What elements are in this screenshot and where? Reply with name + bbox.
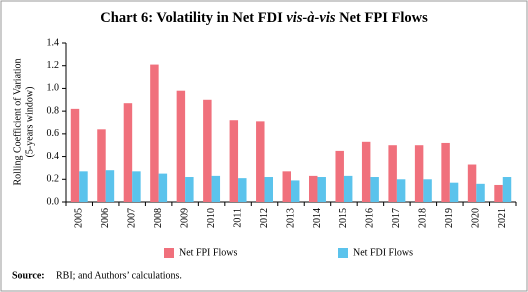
x-tick-label: 2018 (418, 208, 429, 228)
x-tick-label: 2011 (232, 208, 243, 228)
bar (309, 175, 318, 202)
legend-label: Net FPI Flows (179, 247, 237, 258)
x-tick-label: 2006 (100, 208, 111, 228)
x-tick-label: 2010 (206, 208, 217, 228)
bar (123, 103, 133, 202)
bar (79, 171, 88, 202)
source-label: Source: (12, 270, 45, 281)
bar (105, 170, 115, 202)
title-part: Net FPI Flows (336, 10, 429, 26)
y-axis-label: (5-years window) (24, 87, 35, 158)
y-tick-label: 0.4 (47, 151, 60, 162)
x-tick-label: 2005 (74, 208, 85, 228)
x-tick-label: 2015 (338, 208, 349, 228)
bar (476, 183, 485, 202)
x-tick-label: 2020 (471, 208, 482, 228)
x-tick-label: 2008 (153, 208, 164, 228)
bar (414, 145, 424, 202)
chart-title: Chart 6: Volatility in Net FDI vis-à-vis… (100, 10, 428, 26)
bar (423, 179, 432, 202)
bar (291, 180, 300, 202)
title-part: Chart 6: Volatility in Net FDI (100, 10, 286, 26)
x-tick-label: 2012 (259, 208, 270, 228)
bar (343, 175, 353, 202)
bar (502, 177, 512, 202)
bar (97, 129, 106, 202)
bar (264, 177, 273, 202)
y-tick-label: 1.2 (47, 60, 60, 71)
bar (317, 177, 326, 202)
bar (158, 173, 168, 202)
title-part: vis-à-vis (286, 10, 335, 26)
legend-swatch (164, 248, 174, 258)
bar (150, 64, 159, 202)
y-tick-label: 0.2 (47, 174, 60, 185)
x-tick-label: 2016 (365, 208, 376, 228)
x-tick-label: 2007 (126, 208, 137, 228)
bar (494, 184, 503, 202)
bar (185, 177, 194, 202)
bar (176, 90, 186, 202)
bar (441, 142, 450, 202)
x-tick-label: 2021 (497, 208, 508, 228)
bar (388, 145, 397, 202)
source: RBI; and Authors’ calculations. (56, 270, 182, 281)
legend-label: Net FDI Flows (353, 247, 413, 258)
bar (256, 121, 265, 202)
bar (132, 171, 141, 202)
bar (335, 150, 344, 202)
x-tick-label: 2009 (179, 208, 190, 228)
bar (70, 108, 80, 202)
x-tick-label: 2017 (391, 208, 402, 228)
x-tick-label: 2013 (285, 208, 296, 228)
bar (361, 141, 371, 202)
bar (229, 120, 239, 202)
x-tick-label: 2014 (312, 208, 323, 228)
bar (211, 175, 221, 202)
x-tick-label: 2019 (444, 208, 455, 228)
y-tick-label: 0.6 (47, 128, 60, 139)
bar (238, 178, 247, 202)
bar (396, 179, 406, 202)
y-tick-label: 1.0 (47, 83, 60, 94)
y-tick-label: 1.4 (47, 37, 60, 48)
y-tick-label: 0.0 (47, 196, 60, 207)
legend-swatch (338, 248, 348, 258)
bar (370, 177, 379, 202)
bar (467, 164, 477, 202)
bar (449, 182, 459, 202)
bar (282, 171, 291, 202)
y-axis-label: Rolling Coefficient of Variation (12, 58, 23, 185)
bar (203, 99, 212, 202)
y-tick-label: 0.8 (47, 105, 60, 116)
